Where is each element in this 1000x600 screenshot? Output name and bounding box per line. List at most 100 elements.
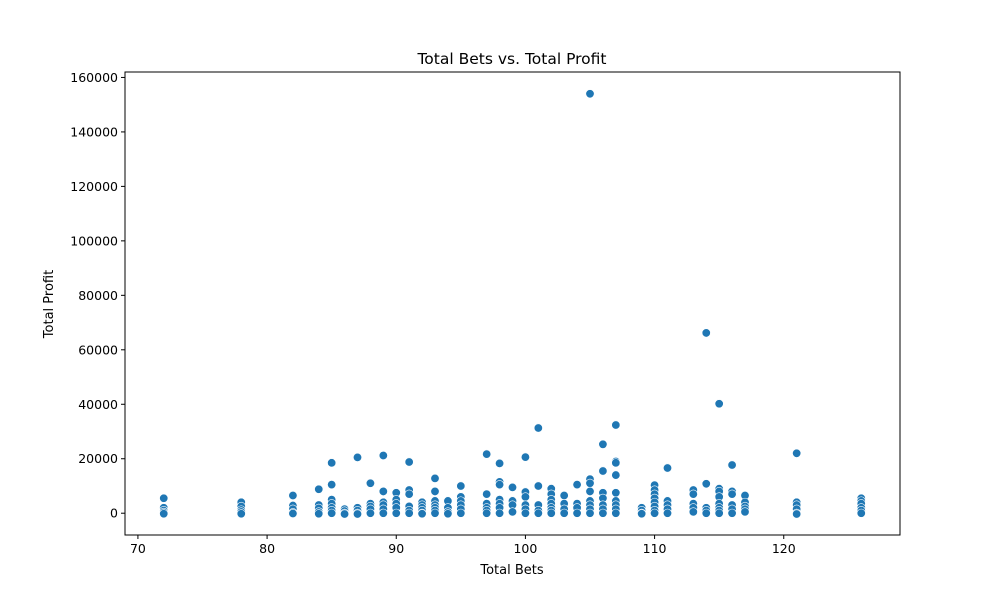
chart-title: Total Bets vs. Total Profit	[416, 50, 606, 68]
data-point	[430, 473, 440, 483]
data-point	[288, 508, 298, 518]
x-tick-label: 70	[130, 541, 146, 556]
data-point	[430, 486, 440, 496]
data-point	[365, 508, 375, 518]
data-point	[701, 328, 711, 338]
data-point	[456, 508, 466, 518]
data-point	[495, 508, 505, 518]
data-point	[365, 478, 375, 488]
plot-area	[124, 71, 901, 536]
data-point	[856, 508, 866, 518]
y-tick-label: 160000	[70, 70, 118, 85]
data-point	[495, 480, 505, 490]
data-point	[482, 508, 492, 518]
data-point	[159, 509, 169, 519]
data-point	[714, 508, 724, 518]
data-point	[611, 508, 621, 518]
data-point	[340, 509, 350, 519]
x-tick-label: 80	[259, 541, 275, 556]
data-point	[650, 508, 660, 518]
data-point	[662, 508, 672, 518]
data-point	[546, 508, 556, 518]
data-point	[598, 508, 608, 518]
y-tick-label: 80000	[78, 288, 118, 303]
data-point	[288, 491, 298, 501]
data-point	[456, 481, 466, 491]
data-point	[430, 508, 440, 518]
data-point	[637, 509, 647, 519]
y-tick-label: 0	[110, 506, 118, 521]
y-tick-label: 100000	[70, 233, 118, 248]
data-point	[159, 493, 169, 503]
scatter-points	[159, 89, 866, 519]
x-tick-label: 90	[388, 541, 404, 556]
y-tick-label: 40000	[78, 397, 118, 412]
data-point	[327, 508, 337, 518]
y-axis-ticks: 0 20000 40000 60000 80000 100000 120000 140000 1…	[70, 70, 125, 521]
data-point	[714, 399, 724, 409]
data-point	[520, 508, 530, 518]
data-point	[378, 508, 388, 518]
x-axis-title: Total Bets	[479, 563, 544, 578]
data-point	[585, 508, 595, 518]
data-point	[378, 486, 388, 496]
data-point	[611, 470, 621, 480]
data-point	[585, 478, 595, 488]
data-point	[391, 508, 401, 518]
data-point	[482, 489, 492, 499]
data-point	[611, 420, 621, 430]
data-point	[533, 423, 543, 433]
data-point	[443, 509, 453, 519]
data-point	[727, 489, 737, 499]
data-point	[792, 448, 802, 458]
data-point	[404, 489, 414, 499]
data-point	[598, 466, 608, 476]
data-point	[533, 481, 543, 491]
data-point	[662, 463, 672, 473]
data-point	[598, 439, 608, 449]
data-point	[495, 458, 505, 468]
data-point	[688, 489, 698, 499]
data-point	[792, 509, 802, 519]
x-tick-label: 100	[513, 541, 537, 556]
data-point	[520, 452, 530, 462]
x-axis-ticks: 70 80 90 100 110 120	[130, 535, 796, 556]
data-point	[585, 89, 595, 99]
data-point	[611, 458, 621, 468]
data-point	[417, 509, 427, 519]
data-point	[314, 484, 324, 494]
data-point	[533, 508, 543, 518]
y-tick-label: 120000	[70, 179, 118, 194]
data-point	[585, 486, 595, 496]
data-point	[740, 507, 750, 517]
data-point	[572, 480, 582, 490]
data-point	[327, 480, 337, 490]
data-point	[688, 507, 698, 517]
data-point	[378, 450, 388, 460]
data-point	[572, 508, 582, 518]
data-point	[727, 460, 737, 470]
data-point	[404, 457, 414, 467]
data-point	[352, 509, 362, 519]
data-point	[482, 449, 492, 459]
data-point	[559, 508, 569, 518]
data-point	[727, 508, 737, 518]
data-point	[314, 509, 324, 519]
y-axis-title: Total Profit	[42, 270, 57, 339]
data-point	[352, 452, 362, 462]
data-point	[404, 508, 414, 518]
data-point	[236, 509, 246, 519]
data-point	[701, 479, 711, 489]
data-point	[327, 458, 337, 468]
y-tick-label: 20000	[78, 451, 118, 466]
plot-frame	[124, 71, 901, 536]
x-tick-label: 120	[772, 541, 796, 556]
data-point	[611, 488, 621, 498]
x-tick-label: 110	[643, 541, 667, 556]
data-point	[507, 507, 517, 517]
data-point	[559, 491, 569, 501]
data-point	[520, 492, 530, 502]
data-point	[507, 482, 517, 492]
y-tick-label: 140000	[70, 124, 118, 139]
